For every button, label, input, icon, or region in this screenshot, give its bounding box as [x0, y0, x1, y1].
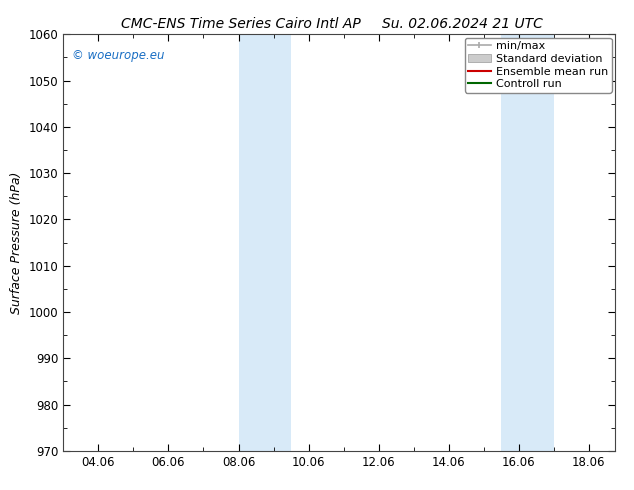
Text: © woeurope.eu: © woeurope.eu [72, 49, 164, 62]
Text: CMC-ENS Time Series Cairo Intl AP: CMC-ENS Time Series Cairo Intl AP [121, 17, 361, 31]
Bar [501, 34, 553, 451]
Legend: min/max, Standard deviation, Ensemble mean run, Controll run: min/max, Standard deviation, Ensemble me… [465, 38, 612, 93]
Y-axis label: Surface Pressure (hPa): Surface Pressure (hPa) [10, 172, 23, 314]
Text: Su. 02.06.2024 21 UTC: Su. 02.06.2024 21 UTC [382, 17, 543, 31]
Bar [238, 34, 291, 451]
